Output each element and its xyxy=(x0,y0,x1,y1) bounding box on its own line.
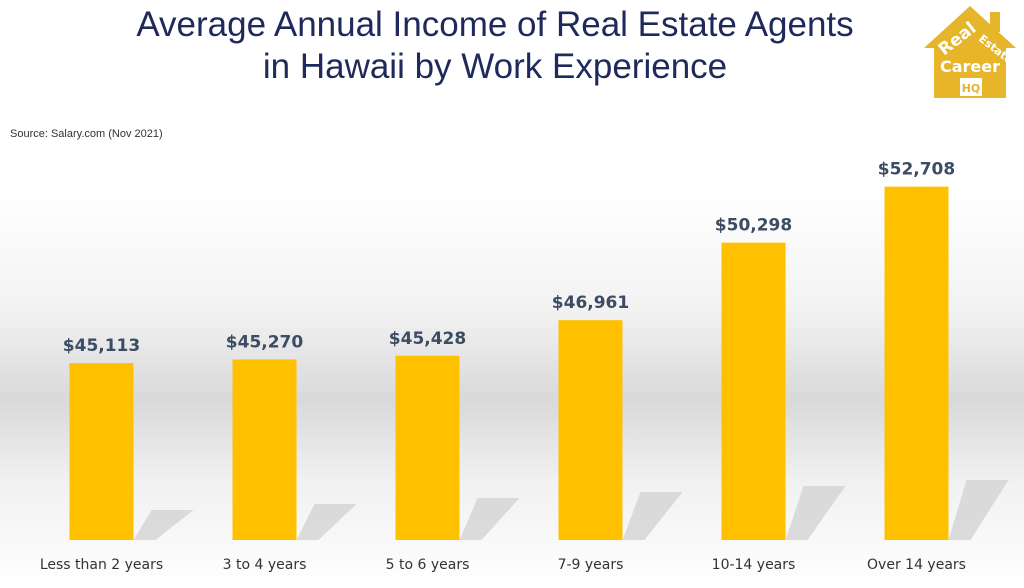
bar-2 xyxy=(232,359,297,540)
bar-value-label-6: $52,708 xyxy=(878,160,955,180)
bar-shadow-2 xyxy=(296,504,357,540)
chart-title-line-2: in Hawaii by Work Experience xyxy=(262,47,728,86)
x-tick-label-2: 3 to 4 years xyxy=(223,557,307,573)
bar-3 xyxy=(395,355,460,540)
x-tick-label-5: 10-14 years xyxy=(712,557,796,573)
bar-shadow-5 xyxy=(785,486,846,540)
bar-shadow-3 xyxy=(459,498,520,540)
bar-5 xyxy=(721,242,786,540)
bar-value-label-2: $45,270 xyxy=(226,332,304,352)
x-tick-label-3: 5 to 6 years xyxy=(386,557,470,573)
bar-6 xyxy=(884,186,949,541)
x-tick-label-6: Over 14 years xyxy=(867,557,966,573)
bar-4 xyxy=(558,320,623,540)
bar-shadow-4 xyxy=(622,492,683,540)
real-estate-career-hq-logo: Real Estate Career HQ xyxy=(924,6,1016,98)
chart-title: Average Annual Income of Real Estate Age… xyxy=(0,4,990,88)
bar-value-label-4: $46,961 xyxy=(552,293,629,313)
logo-chimney xyxy=(990,12,1000,32)
bar-value-label-5: $50,298 xyxy=(715,216,792,236)
logo-hq-box xyxy=(960,78,982,96)
logo-text-hq: HQ xyxy=(962,82,981,95)
logo-text-career: Career xyxy=(940,57,1000,76)
bar-value-label-3: $45,428 xyxy=(389,329,466,349)
bar-shadow-1 xyxy=(133,510,194,540)
chart-title-line-1: Average Annual Income of Real Estate Age… xyxy=(136,5,854,44)
x-tick-label-4: 7-9 years xyxy=(558,557,624,573)
bar-value-label-1: $45,113 xyxy=(63,336,140,356)
bar-shadow-6 xyxy=(948,480,1009,540)
bar-1 xyxy=(69,363,134,540)
x-tick-label-1: Less than 2 years xyxy=(40,557,163,573)
chart-source: Source: Salary.com (Nov 2021) xyxy=(10,128,163,140)
